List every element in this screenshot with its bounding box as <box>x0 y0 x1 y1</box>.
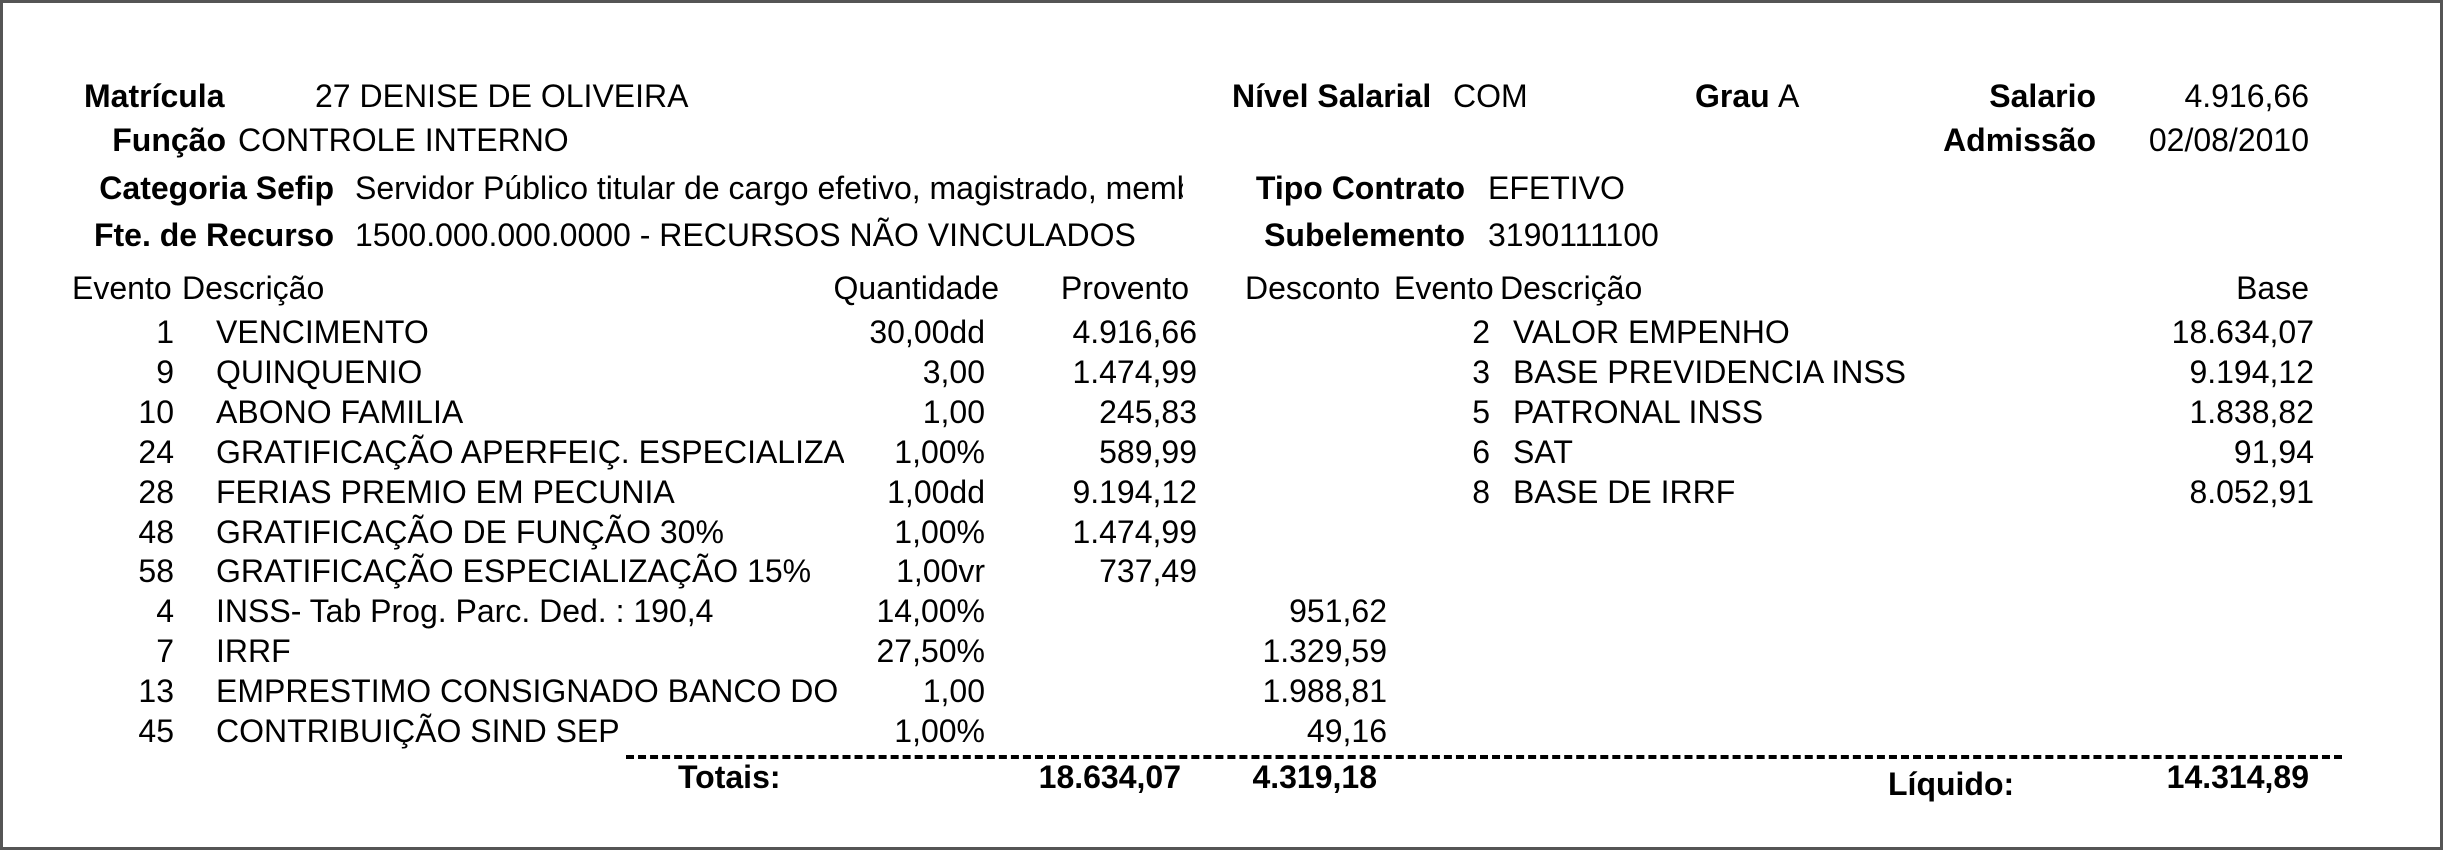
base-value: 8.052,91 <box>2189 473 2314 510</box>
event-provento: 4.916,66 <box>1072 314 1197 350</box>
event-description: INSS- Tab Prog. Parc. Ded. : 190,4 <box>216 593 714 630</box>
event-code: 13 <box>138 673 174 710</box>
col-quantidade: Quantidade <box>833 270 999 306</box>
event-description: VENCIMENTO <box>216 314 429 350</box>
col-descricao-base: Descrição <box>1500 270 1643 306</box>
base-value: 9.194,12 <box>2189 353 2314 390</box>
col-base: Base <box>2236 270 2309 306</box>
base-code: 2 <box>1472 314 1490 350</box>
subelemento-label: Subelemento <box>1264 217 1465 253</box>
tipo-contrato-label: Tipo Contrato <box>1255 170 1465 206</box>
event-quantity: 1,00% <box>894 713 985 749</box>
fonte-label: Fte. de Recurso <box>93 217 334 253</box>
totais-label: Totais: <box>678 759 781 795</box>
base-value: 18.634,07 <box>2171 314 2314 350</box>
admissao-label: Admissão <box>1943 122 2096 158</box>
event-quantity: 1,00% <box>894 433 985 470</box>
event-code: 48 <box>138 513 174 550</box>
matricula-label: Matrícula <box>84 78 225 114</box>
categoria-label: Categoria Sefip <box>99 170 334 206</box>
event-quantity: 1,00dd <box>887 473 985 510</box>
col-descricao: Descrição <box>182 270 325 306</box>
event-code: 9 <box>156 353 174 390</box>
event-quantity: 30,00dd <box>869 314 985 350</box>
matricula-value: 27 DENISE DE OLIVEIRA <box>315 78 689 114</box>
col-evento-base: Evento <box>1394 270 1494 306</box>
salario-label: Salario <box>1989 78 2096 114</box>
event-desconto: 1.329,59 <box>1262 633 1387 670</box>
total-proventos: 18.634,07 <box>1038 759 1181 795</box>
categoria-value: Servidor Público titular de cargo efetiv… <box>355 170 1183 206</box>
event-provento: 589,99 <box>1099 433 1197 470</box>
event-provento: 737,49 <box>1099 553 1197 590</box>
event-description: GRATIFICAÇÃO APERFEIÇ. ESPECIALIZAÇÃO <box>216 433 844 470</box>
col-provento: Provento <box>1060 270 1189 306</box>
grau-value: A <box>1778 78 1800 114</box>
base-value: 1.838,82 <box>2189 393 2314 430</box>
funcao-label: Função <box>112 122 226 158</box>
event-description: CONTRIBUIÇÃO SIND SEP <box>216 713 620 749</box>
liquido-label: Líquido: <box>1888 766 2015 802</box>
base-description: SAT <box>1513 433 1573 470</box>
event-quantity: 1,00vr <box>896 553 985 590</box>
event-provento: 245,83 <box>1099 393 1197 430</box>
funcao-value: CONTROLE INTERNO <box>238 122 569 158</box>
total-descontos: 4.319,18 <box>1252 759 1377 795</box>
event-provento: 1.474,99 <box>1072 353 1197 390</box>
event-code: 10 <box>138 393 174 430</box>
admissao-value: 02/08/2010 <box>2148 122 2309 158</box>
event-description: FERIAS PREMIO EM PECUNIA <box>216 473 675 510</box>
event-description: GRATIFICAÇÃO ESPECIALIZAÇÃO 15% <box>216 553 812 590</box>
grau-label: Grau <box>1695 78 1770 114</box>
fonte-value: 1500.000.000.0000 - RECURSOS NÃO VINCULA… <box>355 217 1136 253</box>
event-description: EMPRESTIMO CONSIGNADO BANCO DO BRASIL <box>216 673 844 710</box>
event-quantity: 3,00 <box>922 353 985 390</box>
col-evento: Evento <box>72 270 172 306</box>
event-quantity: 1,00 <box>922 393 985 430</box>
base-code: 6 <box>1472 433 1490 470</box>
event-code: 24 <box>138 433 174 470</box>
tipo-contrato-value: EFETIVO <box>1488 170 1625 206</box>
base-description: PATRONAL INSS <box>1513 393 1764 430</box>
base-description: BASE DE IRRF <box>1513 473 1736 510</box>
base-code: 5 <box>1472 393 1490 430</box>
base-description: BASE PREVIDENCIA INSS <box>1513 353 1907 390</box>
base-description: VALOR EMPENHO <box>1513 314 1790 350</box>
event-code: 58 <box>138 553 174 590</box>
base-code: 3 <box>1472 353 1490 390</box>
event-code: 7 <box>156 633 174 670</box>
base-code: 8 <box>1472 473 1490 510</box>
event-description: IRRF <box>216 633 291 670</box>
event-quantity: 1,00 <box>922 673 985 710</box>
liquido-value: 14.314,89 <box>2166 759 2309 795</box>
nivel-value: COM <box>1453 78 1528 114</box>
event-desconto: 951,62 <box>1289 593 1387 630</box>
event-quantity: 27,50% <box>876 633 985 670</box>
base-value: 91,94 <box>2233 433 2314 470</box>
event-description: GRATIFICAÇÃO DE FUNÇÃO 30% <box>216 513 724 550</box>
event-provento: 1.474,99 <box>1072 513 1197 550</box>
totals-divider <box>626 755 2342 759</box>
event-code: 4 <box>156 593 174 630</box>
event-description: ABONO FAMILIA <box>216 393 464 430</box>
nivel-label: Nível Salarial <box>1232 78 1432 114</box>
event-description: QUINQUENIO <box>216 353 423 390</box>
event-code: 28 <box>138 473 174 510</box>
event-desconto: 1.988,81 <box>1262 673 1387 710</box>
event-code: 45 <box>138 713 174 749</box>
event-provento: 9.194,12 <box>1072 473 1197 510</box>
subelemento-value: 3190111100 <box>1488 217 1659 253</box>
event-quantity: 1,00% <box>894 513 985 550</box>
event-desconto: 49,16 <box>1306 713 1387 749</box>
event-quantity: 14,00% <box>876 593 985 630</box>
event-code: 1 <box>156 314 174 350</box>
salario-value: 4.916,66 <box>2184 78 2309 114</box>
col-desconto: Desconto <box>1245 270 1381 306</box>
